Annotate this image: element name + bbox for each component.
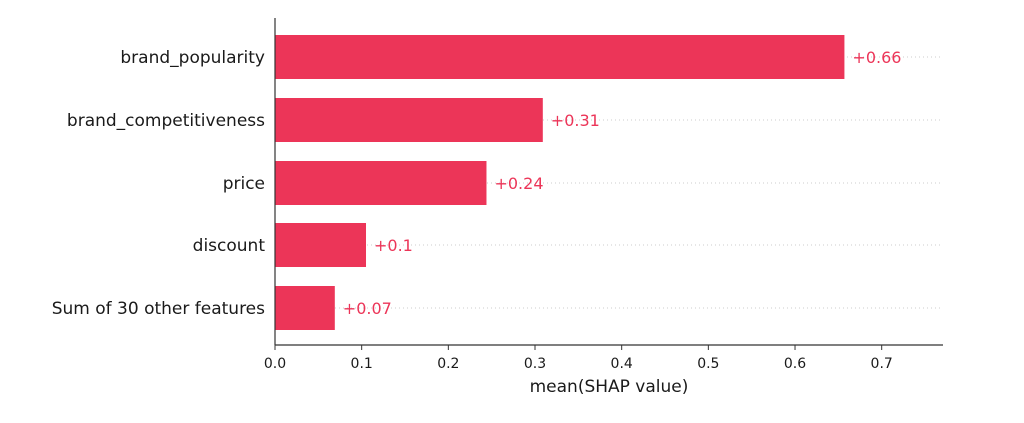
bar <box>275 286 335 330</box>
category-label: Sum of 30 other features <box>52 299 265 319</box>
x-tick-label: 0.1 <box>351 356 373 372</box>
x-tick-label: 0.5 <box>697 356 719 372</box>
data-label: +0.24 <box>494 174 543 193</box>
category-label: discount <box>193 236 266 256</box>
data-label: +0.1 <box>374 236 413 255</box>
category-labels: brand_popularity brand_competitivenesspri… <box>52 48 266 319</box>
x-tick-label: 0.0 <box>264 356 286 372</box>
bar <box>275 35 845 79</box>
bars <box>275 35 845 330</box>
data-label: +0.31 <box>551 111 600 130</box>
data-label: +0.66 <box>852 48 901 67</box>
bar <box>275 98 543 142</box>
category-label: brand_competitiveness <box>67 111 265 131</box>
bar <box>275 161 487 205</box>
bar <box>275 223 367 267</box>
axes <box>274 18 943 346</box>
x-axis-ticks: 0.0 0.1 0.2 0.3 0.4 0.5 0.6 0.7 <box>264 345 893 372</box>
category-label: price <box>223 174 265 194</box>
x-tick-label: 0.4 <box>611 356 633 372</box>
x-tick-label: 0.3 <box>524 356 546 372</box>
x-axis-title: mean(SHAP value) <box>530 377 689 397</box>
x-tick-label: 0.2 <box>437 356 459 372</box>
category-label: brand_popularity <box>120 48 265 68</box>
data-labels: +0.66 +0.31 +0.24 +0.1 +0.07 <box>343 48 902 318</box>
x-tick-label: 0.7 <box>871 356 893 372</box>
data-label: +0.07 <box>343 299 392 318</box>
x-tick-label: 0.6 <box>784 356 806 372</box>
